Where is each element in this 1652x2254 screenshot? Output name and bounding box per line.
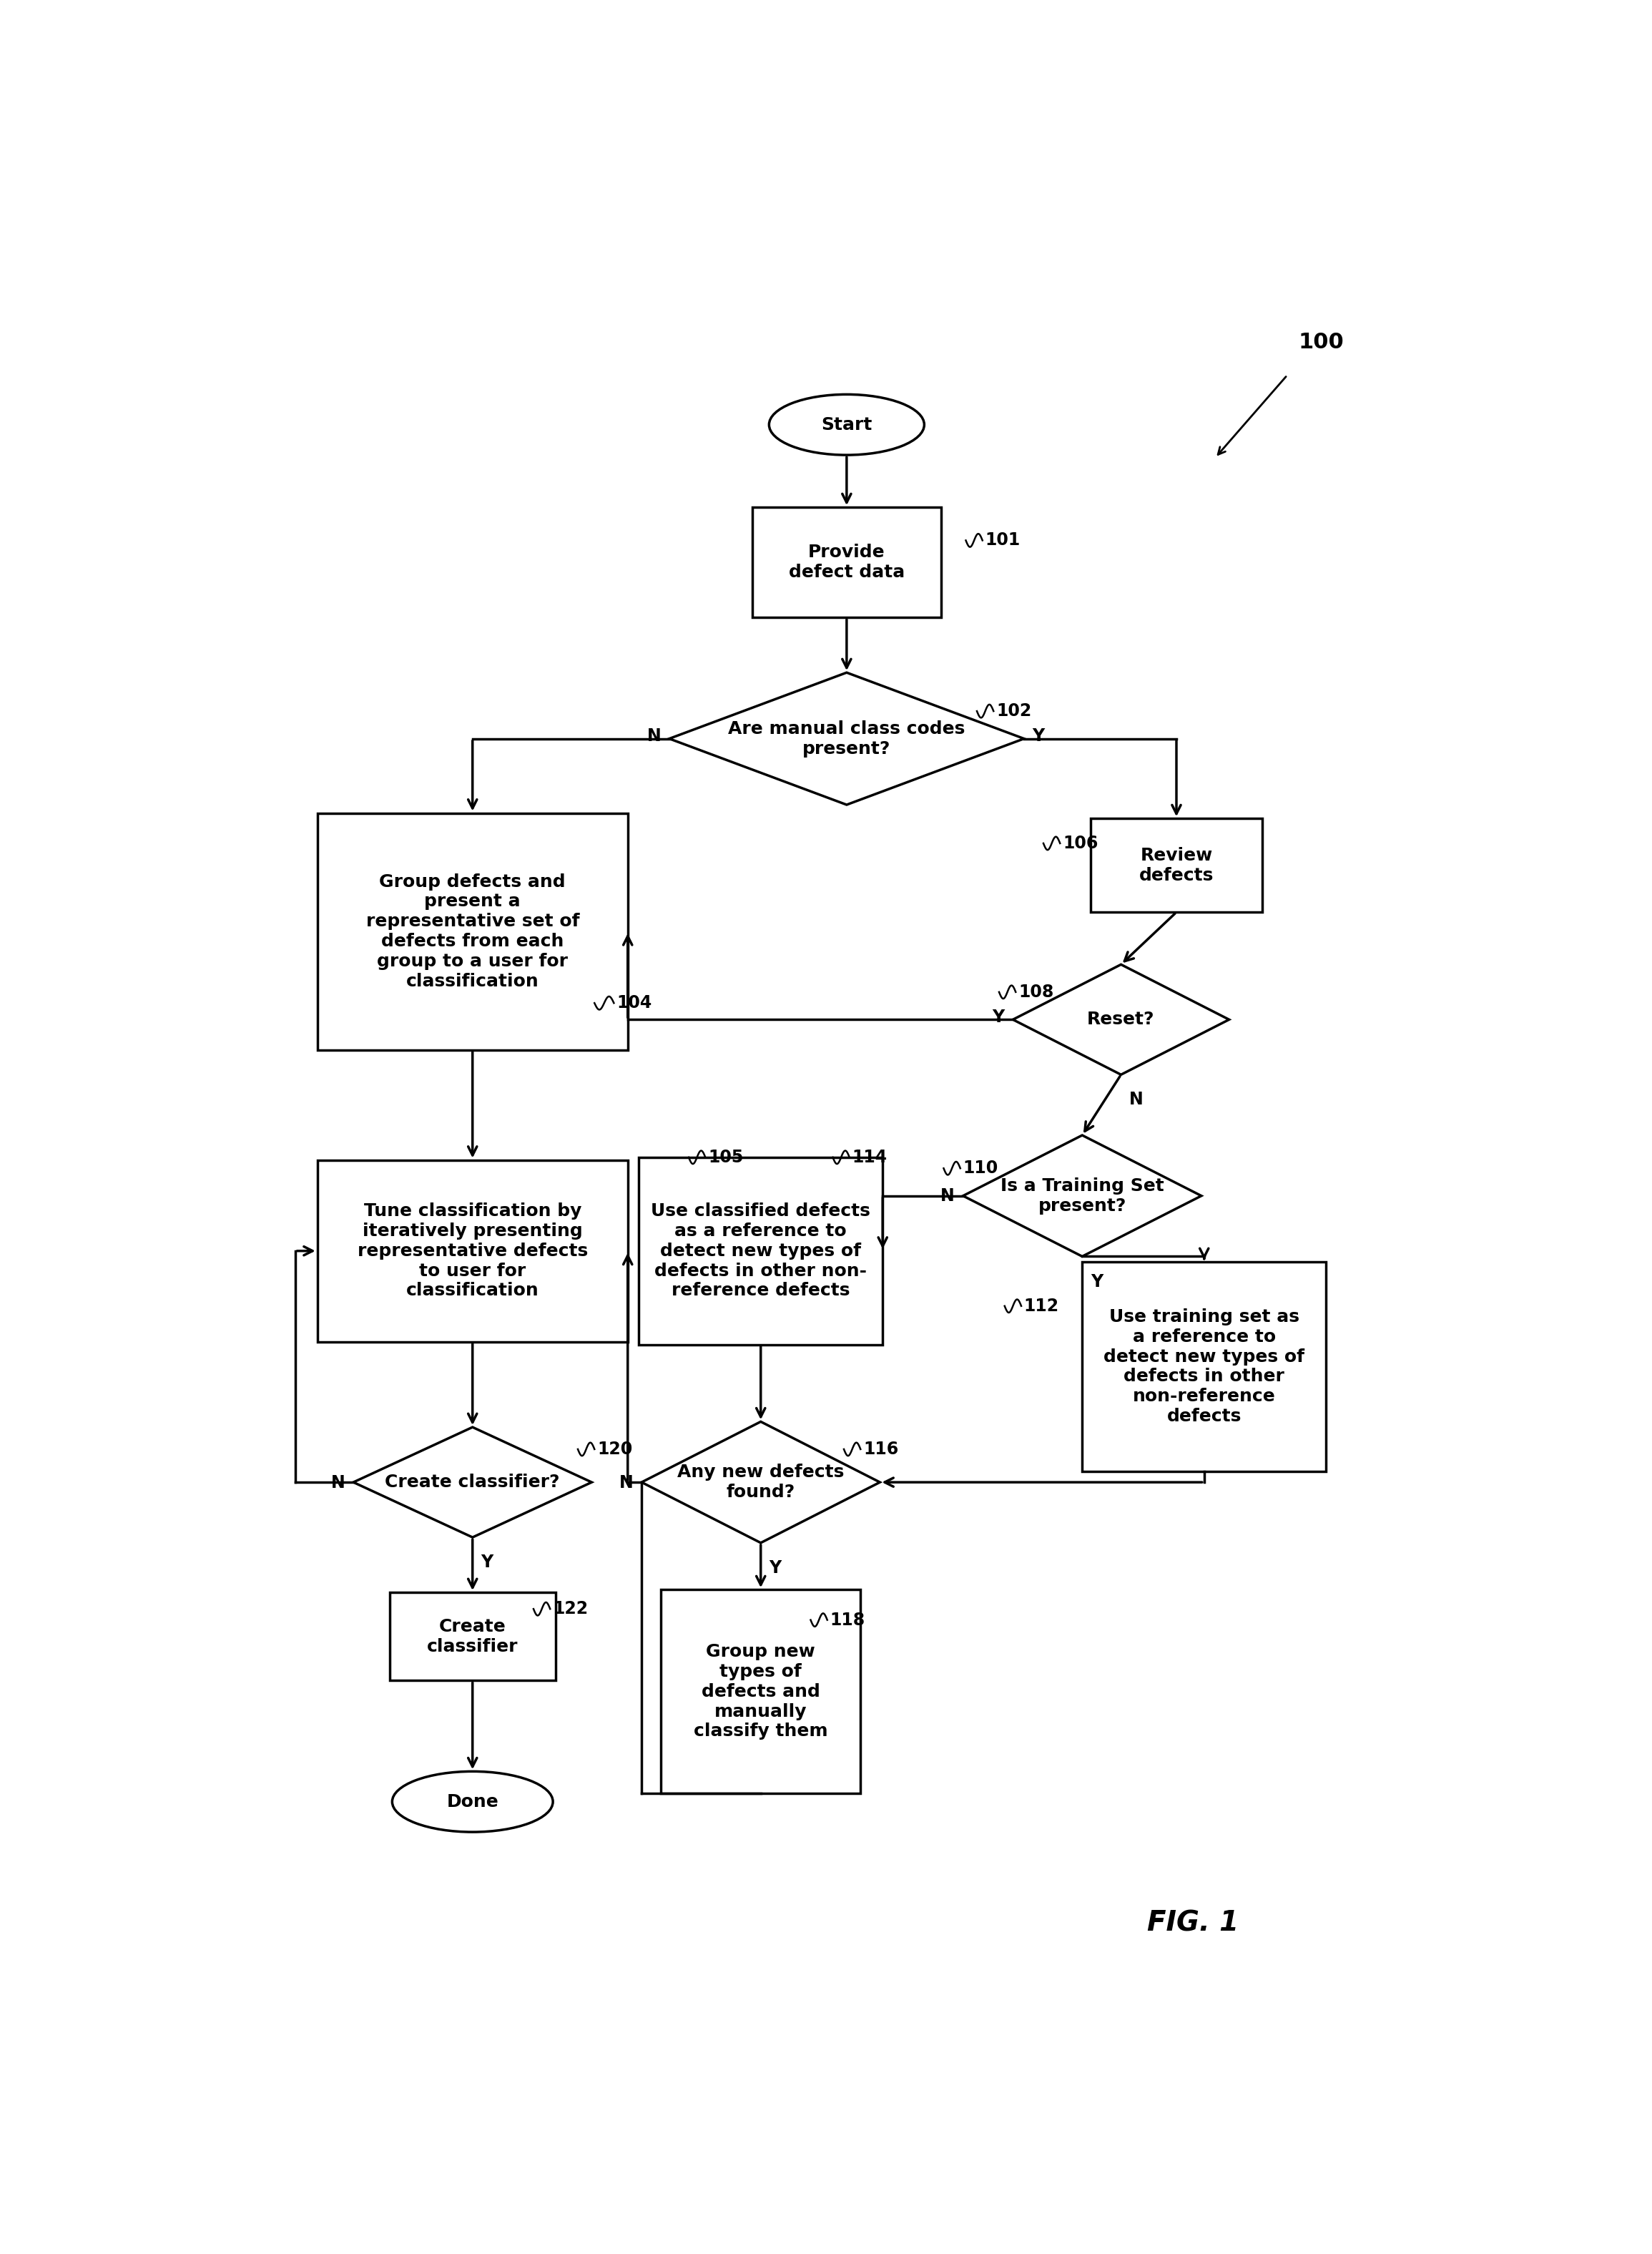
Text: Review
defects: Review defects: [1140, 848, 1214, 884]
Text: Tune classification by
iteratively presenting
representative defects
to user for: Tune classification by iteratively prese…: [357, 1204, 588, 1298]
Text: FIG. 1: FIG. 1: [1146, 1909, 1239, 1936]
Text: Group new
types of
defects and
manually
classify them: Group new types of defects and manually …: [694, 1643, 828, 1740]
Text: Done: Done: [446, 1794, 499, 1810]
Text: Y: Y: [993, 1008, 1004, 1026]
Text: Group defects and
present a
representative set of
defects from each
group to a u: Group defects and present a representati…: [365, 872, 580, 990]
Text: 105: 105: [709, 1150, 743, 1165]
Text: Start: Start: [821, 417, 872, 433]
Text: Reset?: Reset?: [1087, 1012, 1155, 1028]
Text: Y: Y: [481, 1553, 494, 1571]
Text: 106: 106: [1062, 834, 1099, 852]
Text: 114: 114: [852, 1150, 887, 1165]
Text: 116: 116: [864, 1440, 899, 1458]
Text: Y: Y: [1032, 728, 1044, 744]
Text: Create classifier?: Create classifier?: [385, 1474, 560, 1490]
Text: 102: 102: [996, 703, 1031, 719]
Text: Create
classifier: Create classifier: [426, 1618, 519, 1654]
Text: Use classified defects
as a reference to
detect new types of
defects in other no: Use classified defects as a reference to…: [651, 1204, 871, 1298]
Text: N: N: [940, 1188, 955, 1204]
Text: 122: 122: [553, 1600, 588, 1618]
Text: 118: 118: [829, 1612, 866, 1630]
Text: Y: Y: [1090, 1274, 1104, 1289]
Text: 120: 120: [598, 1440, 633, 1458]
Text: Use training set as
a reference to
detect new types of
defects in other
non-refe: Use training set as a reference to detec…: [1104, 1307, 1305, 1425]
Text: Are manual class codes
present?: Are manual class codes present?: [729, 719, 965, 757]
Text: N: N: [648, 728, 661, 744]
Text: Is a Training Set
present?: Is a Training Set present?: [1001, 1177, 1165, 1215]
Text: 104: 104: [616, 994, 653, 1012]
Text: N: N: [620, 1474, 633, 1492]
Text: N: N: [330, 1474, 345, 1492]
Text: 108: 108: [1019, 983, 1054, 1001]
Text: Any new defects
found?: Any new defects found?: [677, 1463, 844, 1501]
Text: 100: 100: [1298, 331, 1345, 352]
Text: N: N: [1130, 1091, 1143, 1109]
Text: 110: 110: [963, 1161, 998, 1177]
Text: Y: Y: [770, 1560, 781, 1576]
Text: 101: 101: [985, 532, 1021, 550]
Text: Provide
defect data: Provide defect data: [788, 543, 905, 582]
Text: 112: 112: [1024, 1298, 1059, 1314]
